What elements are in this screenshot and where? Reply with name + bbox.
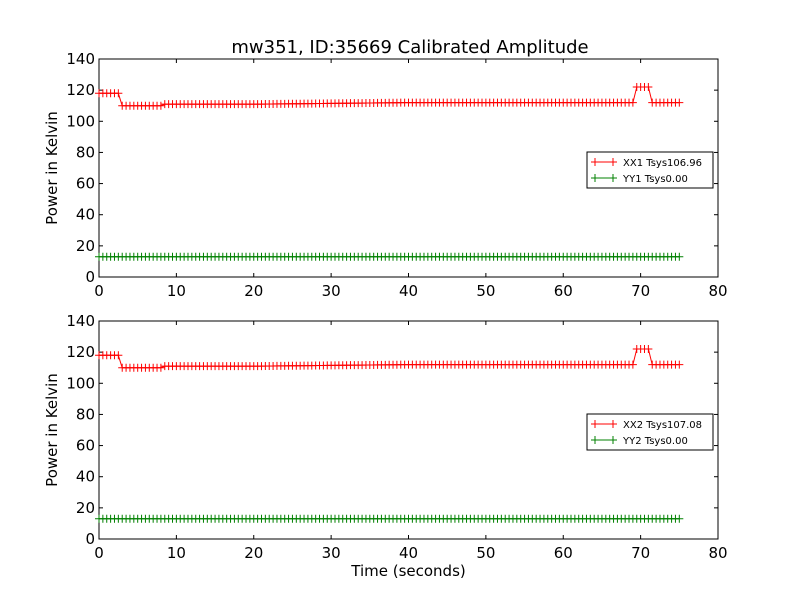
x-tick-label: 40	[399, 544, 418, 562]
y-tick-label: 100	[66, 112, 95, 130]
data-point-marker	[675, 514, 684, 523]
legend-marker	[609, 174, 617, 182]
y-tick-label: 80	[76, 143, 95, 161]
data-point-marker	[644, 83, 653, 92]
series-1	[95, 345, 684, 372]
legend-marker	[591, 420, 599, 428]
x-tick-label: 20	[244, 282, 263, 300]
y-tick-label: 140	[66, 312, 95, 330]
y-tick-label: 40	[76, 206, 95, 224]
legend: XX1 Tsys106.96 YY1 Tsys0.00	[586, 151, 714, 189]
legend-marker	[609, 420, 617, 428]
data-point-marker	[114, 351, 123, 360]
x-tick-label: 0	[94, 544, 104, 562]
y-tick-label: 20	[76, 499, 95, 517]
y-tick-label: 120	[66, 81, 95, 99]
y-tick-label: 0	[85, 268, 95, 286]
legend-marker	[591, 158, 599, 166]
legend: XX2 Tsys107.08 YY2 Tsys0.00	[586, 413, 714, 451]
data-point-marker	[675, 98, 684, 107]
x-tick-label: 70	[631, 544, 650, 562]
legend-marker	[591, 436, 599, 444]
y-tick-label: 0	[85, 530, 95, 548]
y-tick-label: 140	[66, 50, 95, 68]
x-tick-label: 50	[476, 282, 495, 300]
legend-label: YY1 Tsys0.00	[622, 174, 688, 185]
series-2	[95, 514, 684, 523]
subplot-2: 0 10 20 30 40 50 60 70 80 0 20 40 60 80 100 120 140 Power…	[43, 312, 728, 580]
y-tick-label: 20	[76, 237, 95, 255]
legend-marker	[591, 174, 599, 182]
x-axis-label: Time (seconds)	[350, 562, 466, 580]
x-tick-label: 0	[94, 282, 104, 300]
x-tick-label: 10	[167, 544, 186, 562]
data-point-marker	[114, 89, 123, 98]
x-tick-label: 60	[554, 544, 573, 562]
y-axis-label: Power in Kelvin	[43, 111, 61, 225]
legend-marker	[609, 436, 617, 444]
y-tick-label: 60	[76, 437, 95, 455]
legend-box	[586, 413, 714, 451]
legend-label: YY2 Tsys0.00	[622, 436, 688, 447]
legend-box	[586, 151, 714, 189]
x-tick-label: 80	[708, 282, 727, 300]
y-axis-label: Power in Kelvin	[43, 373, 61, 487]
data-point-marker	[675, 252, 684, 261]
subplot-1: 0 10 20 30 40 50 60 70 80 0 20 40 60 80 100 120 140 Power…	[43, 50, 728, 300]
data-point-marker	[156, 101, 165, 110]
series-1	[95, 83, 684, 110]
y-tick-label: 100	[66, 374, 95, 392]
x-tick-label: 30	[322, 544, 341, 562]
x-tick-label: 10	[167, 282, 186, 300]
x-tick-label: 80	[708, 544, 727, 562]
legend-label: XX1 Tsys106.96	[623, 158, 702, 169]
y-tick-label: 120	[66, 343, 95, 361]
x-tick-label: 20	[244, 544, 263, 562]
y-tick-label: 80	[76, 405, 95, 423]
x-tick-label: 70	[631, 282, 650, 300]
data-point-marker	[156, 363, 165, 372]
x-tick-label: 60	[554, 282, 573, 300]
legend-marker	[609, 158, 617, 166]
series-2	[95, 252, 684, 261]
x-tick-label: 40	[399, 282, 418, 300]
data-point-marker	[644, 345, 653, 354]
plots: 0 10 20 30 40 50 60 70 80020406080100120140Power…	[43, 50, 728, 580]
y-tick-label: 40	[76, 468, 95, 486]
data-point-marker	[628, 360, 637, 369]
data-point-marker	[675, 360, 684, 369]
data-point-marker	[628, 98, 637, 107]
y-tick-label: 60	[76, 175, 95, 193]
legend-label: XX2 Tsys107.08	[623, 420, 702, 431]
x-tick-label: 50	[476, 544, 495, 562]
x-tick-label: 30	[322, 282, 341, 300]
figure-title: mw351, ID:35669 Calibrated Amplitude	[231, 37, 588, 58]
